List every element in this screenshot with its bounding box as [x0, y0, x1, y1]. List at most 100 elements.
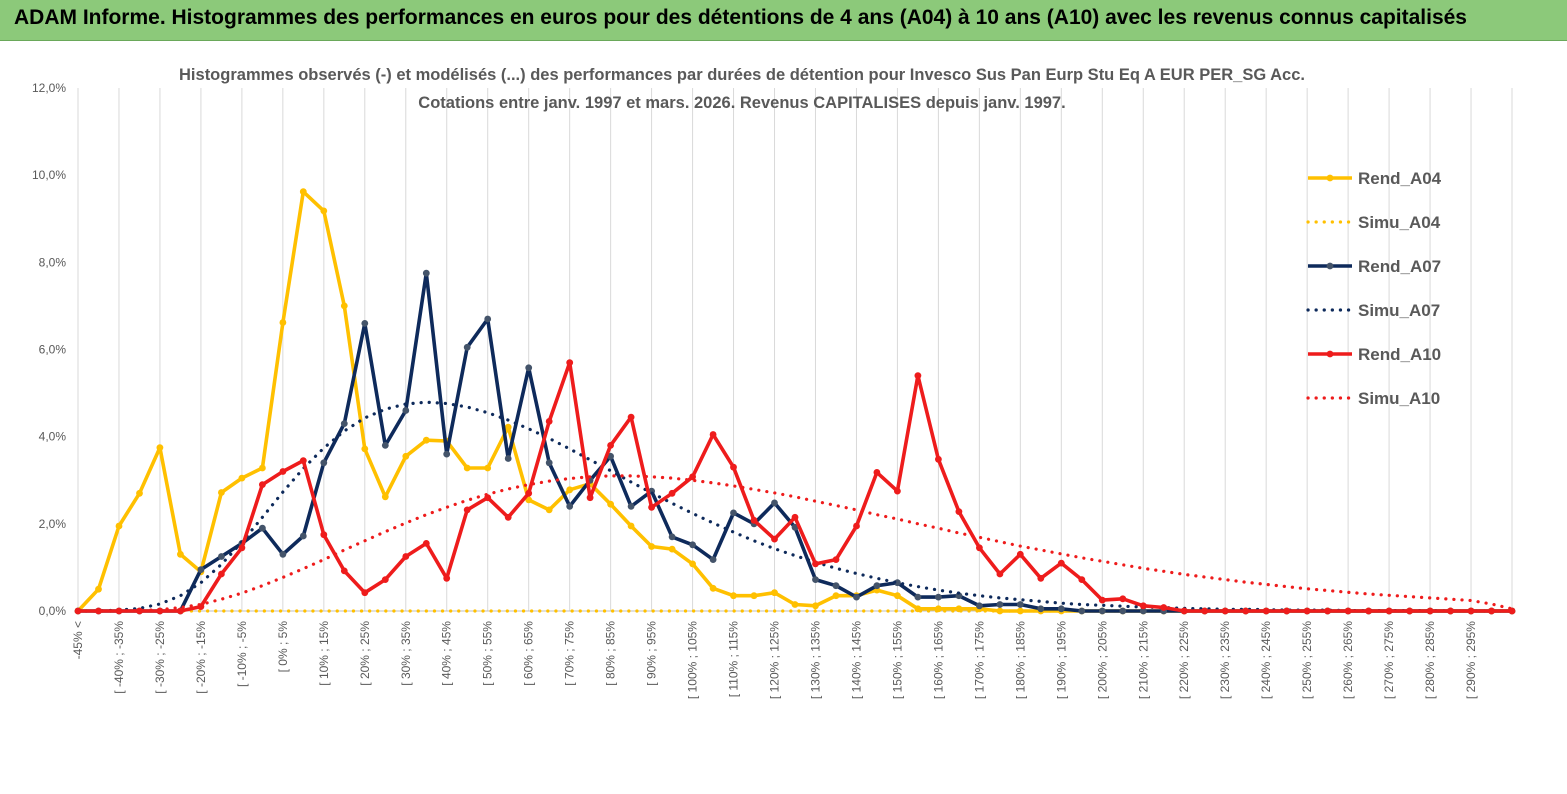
- legend-item: Rend_A07: [1308, 257, 1441, 276]
- histogram-chart: Histogrammes observés (-) et modélisés (…: [32, 66, 1516, 699]
- legend-label: Rend_A04: [1358, 169, 1442, 188]
- y-axis-ticks: 0,0% 2,0% 4,0% 6,0% 8,0% 10,0% 12,0%: [32, 81, 66, 618]
- data-point: [648, 543, 655, 550]
- x-tick-label: [ 0% ; 5%: [276, 621, 290, 673]
- data-point: [177, 607, 184, 615]
- data-point: [504, 423, 512, 431]
- x-tick-label: [ 80% ; 85%: [604, 621, 618, 686]
- data-point: [730, 592, 737, 600]
- x-tick-label: [ 110% ; 115%: [727, 621, 741, 698]
- data-point: [1119, 595, 1127, 603]
- x-tick-label: -45% <: [71, 621, 85, 659]
- data-point: [402, 407, 410, 414]
- data-point: [218, 570, 225, 578]
- legend-label: Simu_A07: [1358, 301, 1440, 320]
- data-point: [791, 513, 799, 521]
- data-point: [1365, 607, 1372, 615]
- x-tick-label: [ 250% ; 255%: [1300, 621, 1314, 699]
- data-point: [1201, 607, 1209, 615]
- y-tick-label: 12,0%: [32, 81, 66, 95]
- data-point: [771, 535, 778, 543]
- data-point: [1016, 601, 1024, 608]
- x-tick-label: [ 270% ; 275%: [1382, 621, 1396, 699]
- x-tick-label: [ 230% ; 235%: [1218, 621, 1232, 699]
- data-point: [279, 550, 287, 558]
- data-point: [218, 553, 225, 560]
- data-point: [730, 463, 737, 471]
- data-point: [1139, 607, 1147, 615]
- data-point: [381, 576, 389, 583]
- data-point: [259, 464, 266, 472]
- x-tick-label: [ -10% ; -5%: [235, 621, 249, 687]
- data-point: [873, 582, 881, 590]
- data-point: [197, 566, 205, 573]
- data-point: [1324, 607, 1331, 615]
- legend-label: Simu_A10: [1358, 389, 1440, 408]
- data-point: [1037, 574, 1045, 582]
- data-point: [340, 420, 348, 427]
- data-point: [136, 489, 143, 497]
- series-line: [76, 189, 1512, 613]
- data-point: [689, 541, 696, 549]
- series-line: [78, 360, 1512, 613]
- data-point: [668, 489, 676, 497]
- data-point: [750, 516, 758, 524]
- x-tick-label: [ 280% ; 285%: [1423, 621, 1437, 699]
- data-point: [1303, 607, 1311, 615]
- legend-item: Simu_A10: [1306, 389, 1440, 408]
- x-tick-label: [ -30% ; -25%: [153, 621, 167, 694]
- x-tick-label: [ -40% ; -35%: [112, 621, 126, 694]
- x-tick-label: [ 140% ; 145%: [849, 621, 863, 699]
- x-tick-label: [ 170% ; 175%: [972, 621, 986, 699]
- x-tick-label: [ 130% ; 135%: [808, 621, 822, 699]
- x-tick-label: [ 240% ; 245%: [1259, 621, 1273, 699]
- x-tick-label: [ 190% ; 195%: [1054, 621, 1068, 699]
- x-tick-label: [ 20% ; 25%: [358, 621, 372, 686]
- data-point: [607, 500, 614, 508]
- x-tick-label: [ 10% ; 15%: [317, 621, 331, 686]
- data-point: [463, 506, 471, 514]
- data-point: [1262, 607, 1270, 615]
- data-point: [361, 445, 369, 453]
- x-tick-label: [ 40% ; 45%: [440, 621, 454, 686]
- x-tick-label: [ 50% ; 55%: [481, 621, 495, 686]
- data-point: [156, 444, 164, 451]
- data-point: [1426, 607, 1434, 615]
- data-point: [648, 503, 655, 511]
- data-point: [361, 320, 369, 327]
- data-point: [1283, 607, 1291, 615]
- data-point: [320, 207, 328, 215]
- data-point: [238, 474, 246, 482]
- data-point: [340, 567, 348, 575]
- data-point: [1488, 607, 1495, 615]
- data-point: [177, 550, 184, 558]
- x-tick-label: [ -20% ; -15%: [194, 621, 208, 694]
- data-point: [627, 522, 635, 530]
- data-point: [709, 556, 717, 563]
- data-point: [1016, 550, 1024, 558]
- x-tick-label: [ 120% ; 125%: [768, 621, 782, 699]
- data-point: [484, 464, 492, 472]
- data-point: [279, 319, 287, 326]
- y-tick-label: 10,0%: [32, 168, 66, 182]
- data-point: [894, 487, 901, 495]
- data-point: [894, 592, 901, 600]
- data-point: [873, 469, 881, 476]
- data-point: [545, 506, 553, 514]
- x-tick-label: [ 100% ; 105%: [686, 621, 700, 699]
- legend: Rend_A04 Simu_A04 Rend_A07 Simu_A07 Rend_A10…: [1306, 169, 1442, 408]
- data-point: [1078, 607, 1086, 615]
- data-point: [259, 524, 266, 532]
- data-point: [525, 496, 533, 504]
- data-point: [1078, 576, 1086, 583]
- data-point: [381, 442, 389, 449]
- chart-title-line2: Cotations entre janv. 1997 et mars. 2026…: [418, 94, 1065, 112]
- legend-label: Rend_A07: [1358, 257, 1441, 276]
- data-point: [299, 457, 307, 464]
- data-point: [976, 544, 983, 552]
- x-tick-label: [ 210% ; 215%: [1136, 621, 1150, 699]
- data-point: [115, 522, 123, 530]
- data-point: [1385, 607, 1393, 615]
- y-tick-label: 6,0%: [39, 343, 67, 357]
- data-point: [1037, 605, 1045, 613]
